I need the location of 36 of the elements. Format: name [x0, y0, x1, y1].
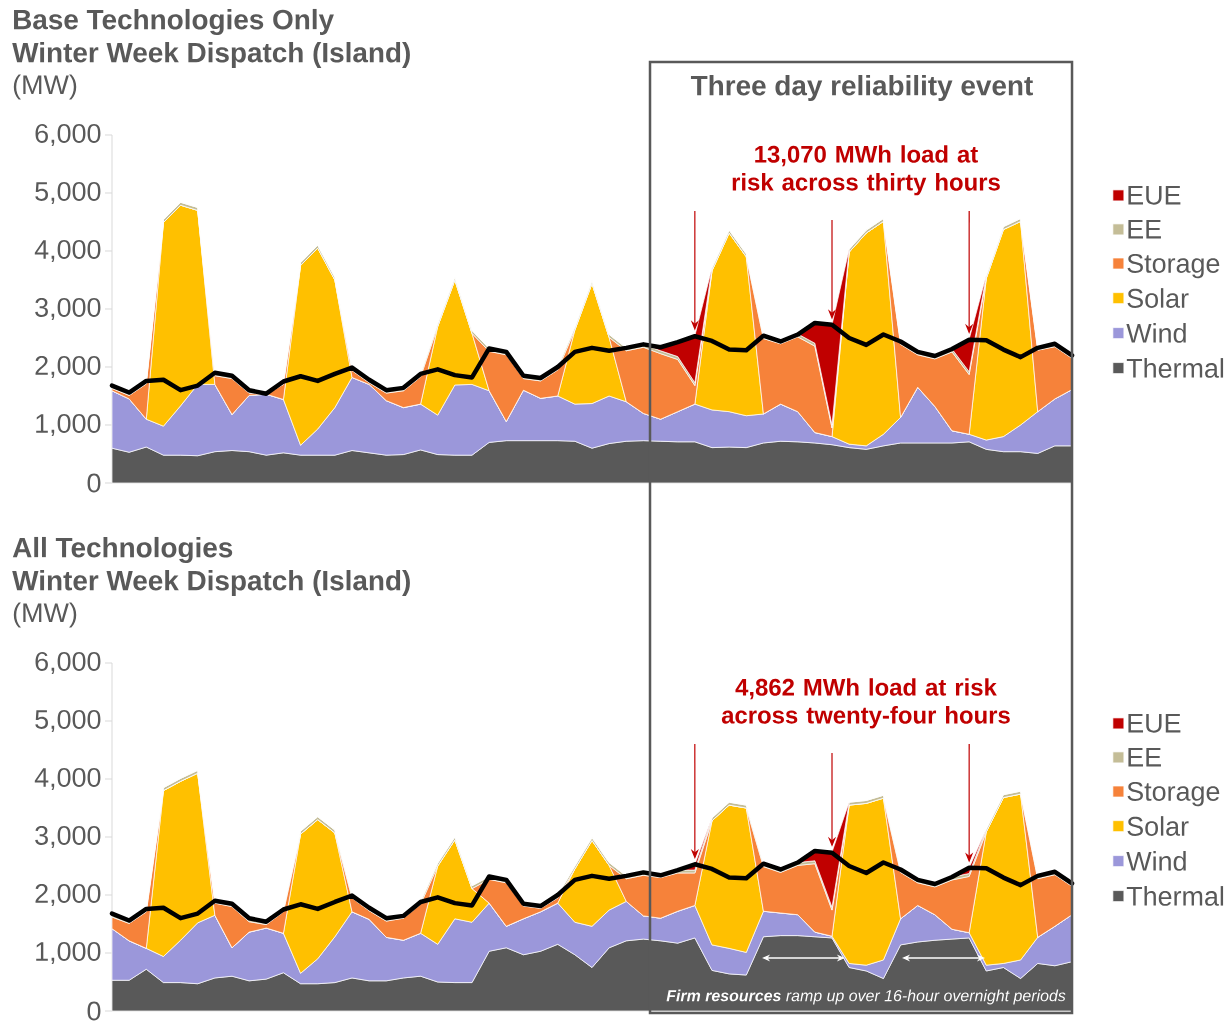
y-tick-label: 3,000 — [35, 297, 101, 321]
legend-label: Solar — [1127, 816, 1189, 836]
y-tick-label: 4,000 — [34, 767, 101, 791]
y-tick-label: 1,000 — [36, 941, 101, 965]
y-tick-label: 6,000 — [35, 651, 101, 675]
y-tick-label: 4,000 — [34, 239, 101, 263]
y-tick-label: 0 — [87, 1001, 101, 1021]
chart-subtitle: Winter Week Dispatch (Island) — [12, 41, 410, 68]
chart-subtitle: Winter Week Dispatch (Island) — [12, 570, 410, 596]
y-tick-label: 0 — [87, 473, 101, 493]
legend-label: EE — [1128, 747, 1161, 767]
legend-label: Wind — [1126, 323, 1186, 343]
chart-title: Base Technologies Only — [14, 8, 334, 36]
y-tick-label: 1,000 — [36, 413, 101, 437]
text: Three day reliability event — [690, 74, 1033, 101]
y-tick-label: 3,000 — [35, 825, 101, 849]
y-tick-label: 5,000 — [35, 709, 101, 733]
legend-label: Thermal — [1126, 886, 1224, 906]
y-axis-title: (MW) — [13, 74, 77, 100]
legend-label: Solar — [1127, 288, 1189, 308]
y-tick-label: 5,000 — [35, 181, 101, 205]
y-axis-title: (MW) — [13, 602, 77, 628]
annotation: 13,070 MWh load at risk across thirty hours — [732, 145, 1000, 196]
annotation: 4,862 MWh load at risk across twenty-four hours — [721, 678, 1010, 729]
legend-label: EE — [1128, 219, 1161, 239]
annotation: Firm resources ramp up over 16-hour overnight periods — [666, 989, 1066, 1005]
y-tick-label: 2,000 — [35, 883, 101, 907]
legend-label: EUE — [1128, 185, 1181, 205]
y-tick-label: 6,000 — [35, 123, 101, 147]
legend-label: Thermal — [1126, 358, 1224, 378]
y-tick-label: 2,000 — [35, 355, 101, 379]
legend-label: Storage — [1127, 253, 1220, 279]
chart-title: All Technologies — [12, 536, 233, 564]
legend-label: Storage — [1127, 781, 1220, 807]
legend-label: Wind — [1126, 851, 1186, 871]
legend-label: EUE — [1128, 713, 1181, 733]
